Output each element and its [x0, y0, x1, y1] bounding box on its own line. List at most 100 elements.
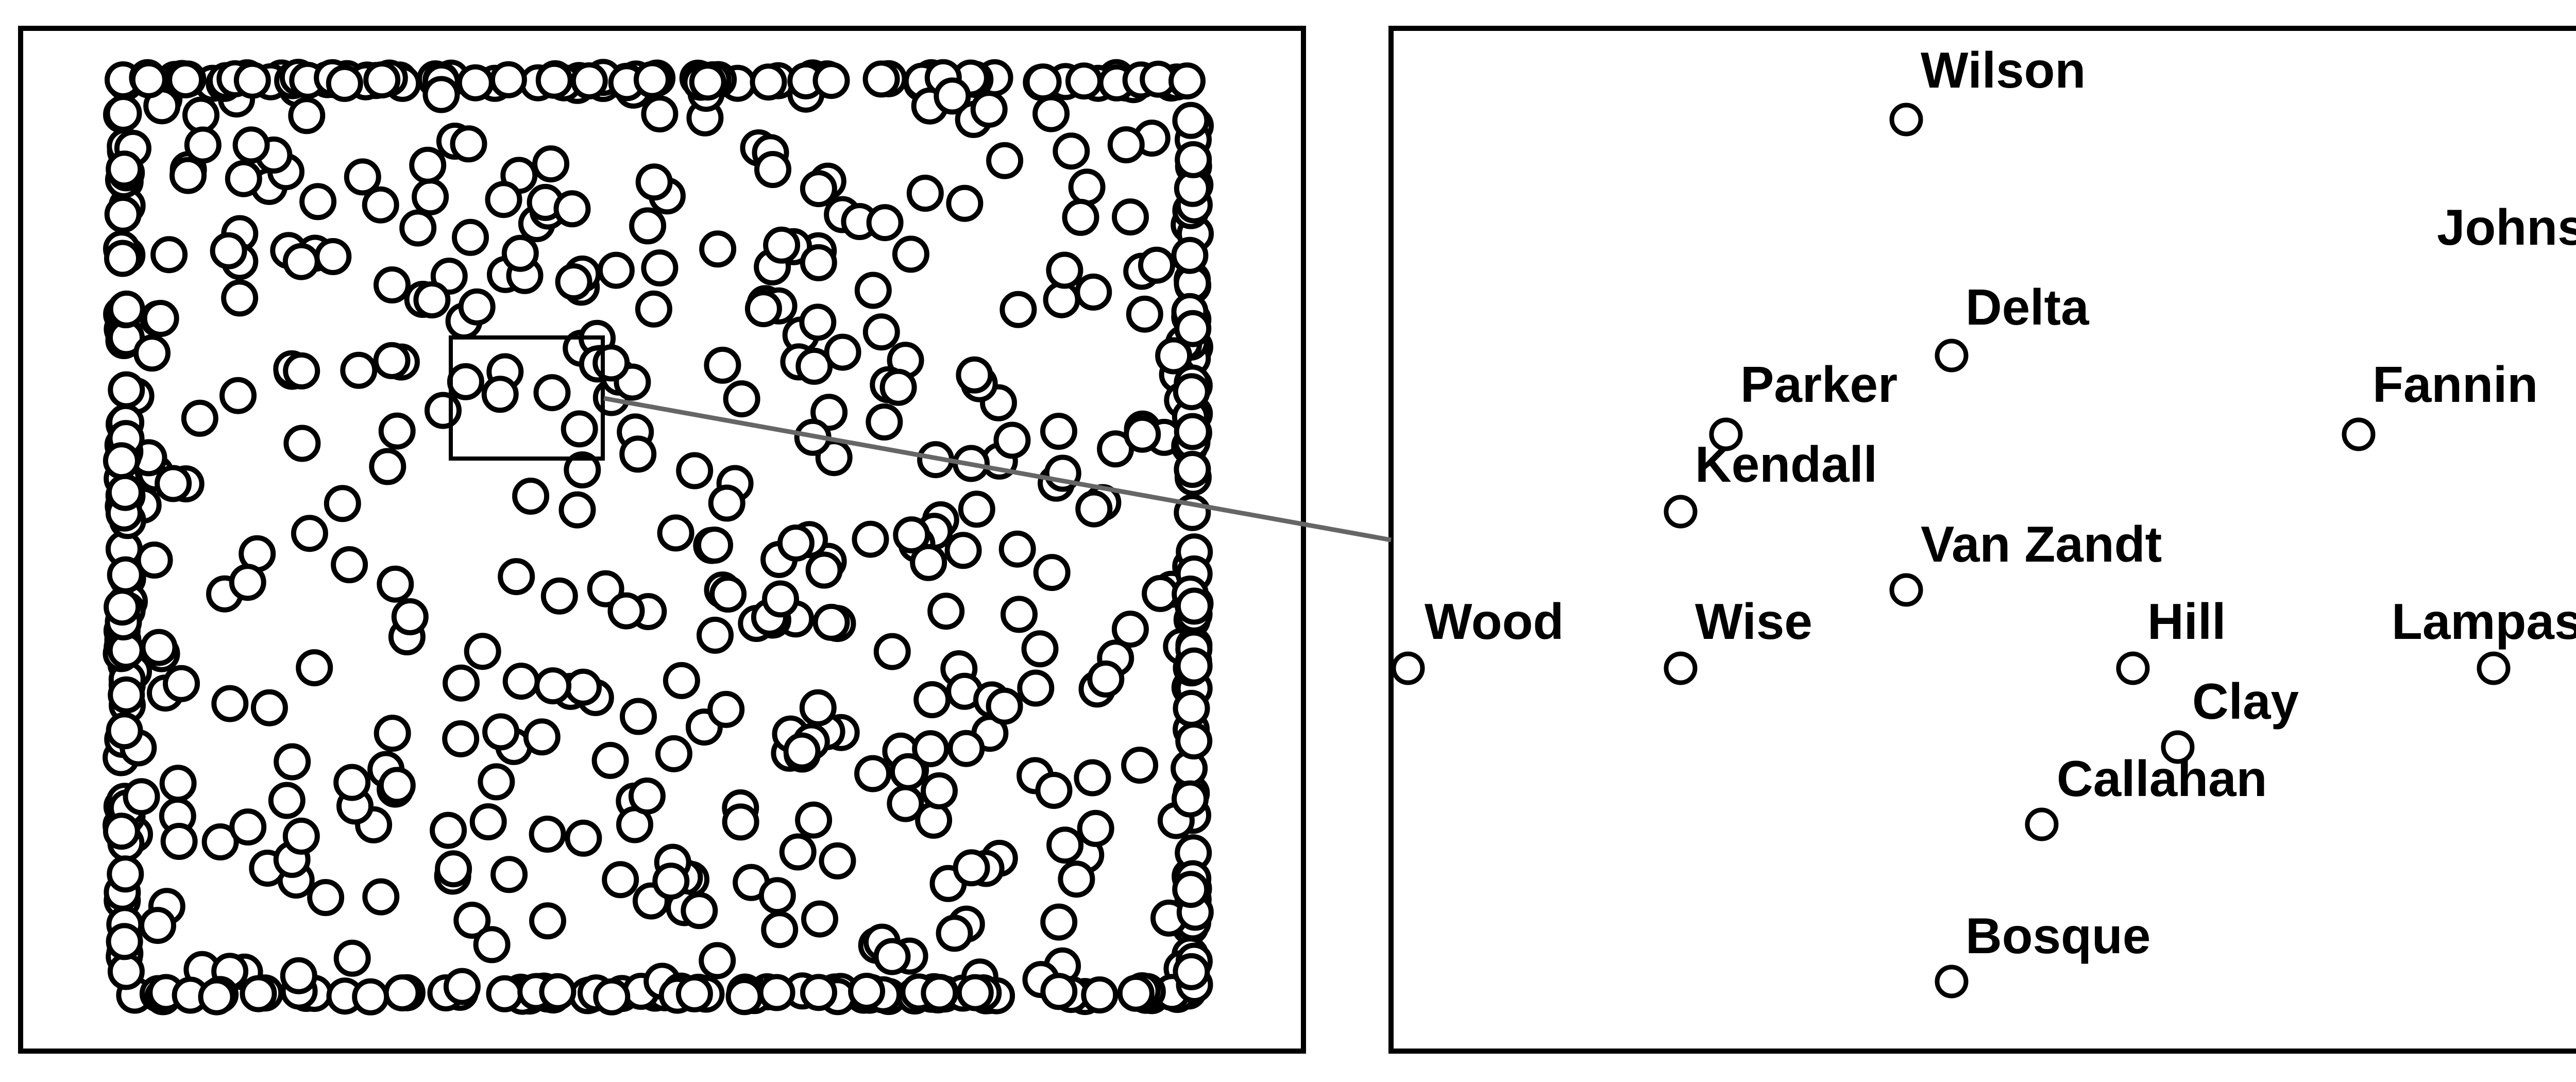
- overview-point: [921, 974, 958, 1012]
- county-label: Wise: [1695, 593, 1812, 650]
- overview-point: [288, 97, 326, 134]
- overview-point: [635, 290, 672, 328]
- zoom-point: [2161, 730, 2195, 764]
- overview-point: [722, 803, 759, 841]
- overview-point: [723, 380, 760, 418]
- overview-point: [535, 61, 573, 99]
- overview-point: [107, 855, 144, 893]
- overview-point: [409, 146, 447, 184]
- overview-point: [198, 978, 235, 1016]
- overview-point: [866, 204, 904, 242]
- overview-point: [489, 61, 527, 98]
- overview-point: [104, 195, 142, 233]
- overview-point: [447, 363, 484, 400]
- overview-point: [1175, 722, 1213, 760]
- overview-point: [862, 313, 900, 351]
- overview-point: [501, 234, 539, 272]
- overview-point: [1121, 747, 1159, 784]
- overview-point: [812, 62, 850, 99]
- overview-point: [993, 421, 1031, 459]
- overview-point: [502, 663, 540, 700]
- overview-point: [956, 356, 993, 394]
- overview-point: [927, 593, 965, 630]
- overview-point: [307, 879, 345, 916]
- overview-point: [1001, 596, 1038, 633]
- overview-point: [529, 816, 566, 853]
- overview-point: [430, 812, 467, 849]
- overview-point: [812, 603, 850, 641]
- overview-point: [620, 698, 657, 735]
- county-label: Johnson: [2437, 199, 2576, 256]
- overview-point: [655, 735, 692, 772]
- overview-point: [167, 61, 205, 98]
- overview-point: [250, 689, 288, 726]
- overview-point: [296, 649, 333, 686]
- overview-point: [1074, 759, 1111, 797]
- overview-point: [142, 300, 179, 337]
- overview-point: [862, 60, 900, 98]
- overview-point: [1172, 102, 1210, 139]
- overview-point: [314, 238, 352, 275]
- overview-point: [607, 592, 645, 630]
- overview-point: [1175, 647, 1213, 685]
- overview-point: [282, 243, 320, 280]
- overview-point: [800, 974, 837, 1011]
- overview-point: [593, 978, 631, 1016]
- overview-point: [1081, 976, 1118, 1013]
- overview-point: [160, 823, 198, 860]
- county-label: Clay: [2192, 673, 2299, 730]
- overview-point: [1175, 141, 1212, 178]
- overview-point: [123, 778, 160, 816]
- overview-point: [331, 546, 368, 583]
- county-label: Callahan: [2057, 750, 2267, 807]
- overview-point: [629, 207, 667, 245]
- overview-point: [564, 451, 601, 488]
- overview-point: [799, 689, 837, 726]
- overview-point: [399, 209, 437, 247]
- overview-point: [1172, 871, 1210, 908]
- overview-point: [104, 588, 141, 626]
- overview-point: [108, 371, 145, 409]
- overview-point: [103, 813, 140, 850]
- overview-point: [443, 664, 480, 702]
- overview-point: [1021, 630, 1059, 668]
- overview-point: [763, 226, 801, 264]
- overview-point: [340, 351, 378, 389]
- overview-point: [1111, 611, 1149, 648]
- overview-point: [1040, 973, 1078, 1010]
- overview-point: [383, 974, 421, 1011]
- overview-point: [1024, 63, 1062, 101]
- zoom-point: [1935, 965, 1969, 999]
- overview-point: [456, 64, 494, 102]
- overview-point: [890, 753, 927, 790]
- overview-point: [592, 344, 630, 382]
- overview-point: [219, 377, 257, 414]
- overview-point: [779, 833, 817, 871]
- overview-point: [795, 801, 833, 839]
- county-label: Kendall: [1695, 436, 1877, 493]
- overview-point: [1040, 903, 1078, 941]
- zoom-point: [1709, 417, 1743, 451]
- overview-point: [1046, 251, 1083, 289]
- overview-point: [912, 730, 950, 768]
- overview-point: [133, 334, 171, 372]
- overview-point: [378, 412, 416, 450]
- overview-point: [953, 849, 990, 887]
- overview-point: [795, 347, 833, 385]
- overview-point: [184, 126, 222, 164]
- overview-point: [986, 687, 1023, 725]
- overview-point: [299, 183, 337, 221]
- overview-point: [130, 61, 167, 98]
- overview-point: [481, 376, 519, 413]
- overview-point: [391, 598, 429, 635]
- overview-point: [675, 975, 713, 1012]
- overview-point: [762, 580, 799, 618]
- overview-point: [150, 236, 188, 274]
- overview-point: [854, 755, 892, 792]
- overview-point: [879, 368, 917, 406]
- overview-point: [181, 399, 218, 437]
- overview-point: [1174, 451, 1211, 488]
- overview-point: [442, 720, 480, 757]
- overview-point: [435, 850, 472, 888]
- overview-point: [1174, 310, 1212, 347]
